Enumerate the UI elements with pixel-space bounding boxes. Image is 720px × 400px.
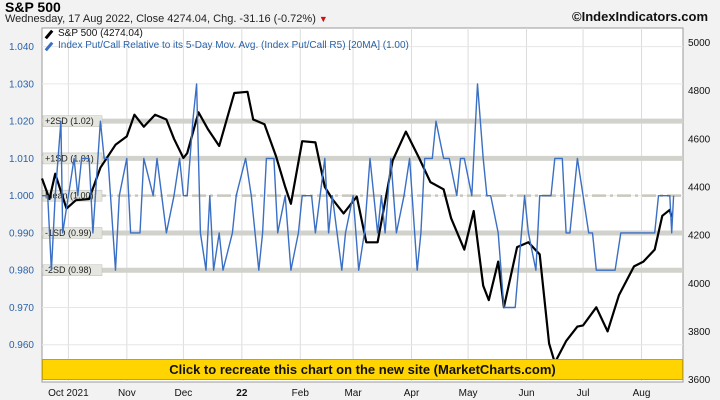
x-tick-label: Oct 2021 bbox=[48, 388, 89, 399]
left-tick-label: 1.040 bbox=[9, 42, 34, 53]
legend-item-spx: S&P 500 (4274.04) bbox=[44, 28, 409, 40]
right-tick-label: 4800 bbox=[688, 86, 711, 97]
sd-band-label-bg bbox=[42, 152, 103, 165]
putcall-line bbox=[42, 83, 675, 309]
chart-subtitle: Wednesday, 17 Aug 2022, Close 4274.04, C… bbox=[5, 13, 328, 25]
legend-swatch-spx bbox=[44, 29, 54, 39]
x-tick-label: Jul bbox=[577, 388, 590, 399]
right-tick-label: 5000 bbox=[688, 38, 711, 49]
legend-label-putcall: Index Put/Call Relative to its 5-Day Mov… bbox=[58, 40, 409, 51]
right-axis-ticks: 3600 3800 4000 4200 4400 4600 4800 5000 bbox=[688, 38, 711, 386]
left-tick-label: 0.980 bbox=[9, 266, 34, 277]
left-tick-label: 1.030 bbox=[9, 79, 34, 90]
subtitle-text: Wednesday, 17 Aug 2022, Close 4274.04, C… bbox=[5, 13, 316, 25]
x-tick-label: Aug bbox=[633, 388, 651, 399]
right-tick-label: 3600 bbox=[688, 375, 711, 386]
plot-area bbox=[41, 27, 684, 383]
x-tick-label: Mar bbox=[344, 388, 362, 399]
left-tick-label: 0.990 bbox=[9, 228, 34, 239]
x-tick-label: May bbox=[459, 388, 478, 399]
x-tick-label: Jun bbox=[518, 388, 534, 399]
sd-band-label: -2SD (0.98) bbox=[45, 265, 92, 275]
spx-line bbox=[40, 90, 673, 364]
x-tick-label: Nov bbox=[118, 388, 136, 399]
left-tick-label: 1.020 bbox=[9, 117, 34, 128]
legend-swatch-putcall bbox=[44, 41, 54, 51]
left-tick-label: 1.010 bbox=[9, 154, 34, 165]
legend: S&P 500 (4274.04) Index Put/Call Relativ… bbox=[44, 28, 409, 52]
recreate-chart-banner[interactable]: Click to recreate this chart on the new … bbox=[42, 359, 683, 380]
legend-item-putcall: Index Put/Call Relative to its 5-Day Mov… bbox=[44, 40, 409, 52]
right-tick-label: 4000 bbox=[688, 279, 711, 290]
down-triangle-icon: ▼ bbox=[318, 14, 328, 24]
x-tick-label: 22 bbox=[236, 388, 248, 399]
right-tick-label: 4200 bbox=[688, 231, 711, 242]
series-lines bbox=[40, 83, 675, 364]
sd-band-label: +1SD (1.01) bbox=[45, 153, 94, 163]
brand-label[interactable]: ©IndexIndicators.com bbox=[572, 9, 708, 24]
sd-band-label-bg bbox=[42, 115, 103, 127]
right-tick-label: 4600 bbox=[688, 134, 711, 145]
left-tick-label: 0.970 bbox=[9, 303, 34, 314]
chart-title: S&P 500 bbox=[5, 0, 61, 15]
sd-band-label: +2SD (1.02) bbox=[45, 116, 94, 126]
legend-label-spx: S&P 500 (4274.04) bbox=[58, 28, 143, 39]
right-tick-label: 3800 bbox=[688, 327, 711, 338]
left-tick-label: 1.000 bbox=[9, 191, 34, 202]
x-tick-label: Feb bbox=[292, 388, 310, 399]
sd-band-label-bg bbox=[42, 264, 103, 276]
left-tick-label: 0.960 bbox=[9, 340, 34, 351]
sd-band-label: Mean (1.00) bbox=[45, 191, 94, 201]
sd-band-label: -1SD (0.99) bbox=[45, 228, 92, 238]
right-tick-label: 4400 bbox=[688, 182, 711, 193]
sd-band-label-bg bbox=[42, 227, 103, 239]
x-tick-label: Dec bbox=[174, 388, 192, 399]
x-tick-label: Apr bbox=[404, 388, 420, 399]
left-axis-ticks: 0.960 0.970 0.980 0.990 1.000 1.010 1.020 1.030… bbox=[9, 42, 34, 351]
x-axis-ticks: Oct 2021 Nov Dec 22 Feb Mar Apr May Jun Jul Aug bbox=[48, 388, 650, 399]
